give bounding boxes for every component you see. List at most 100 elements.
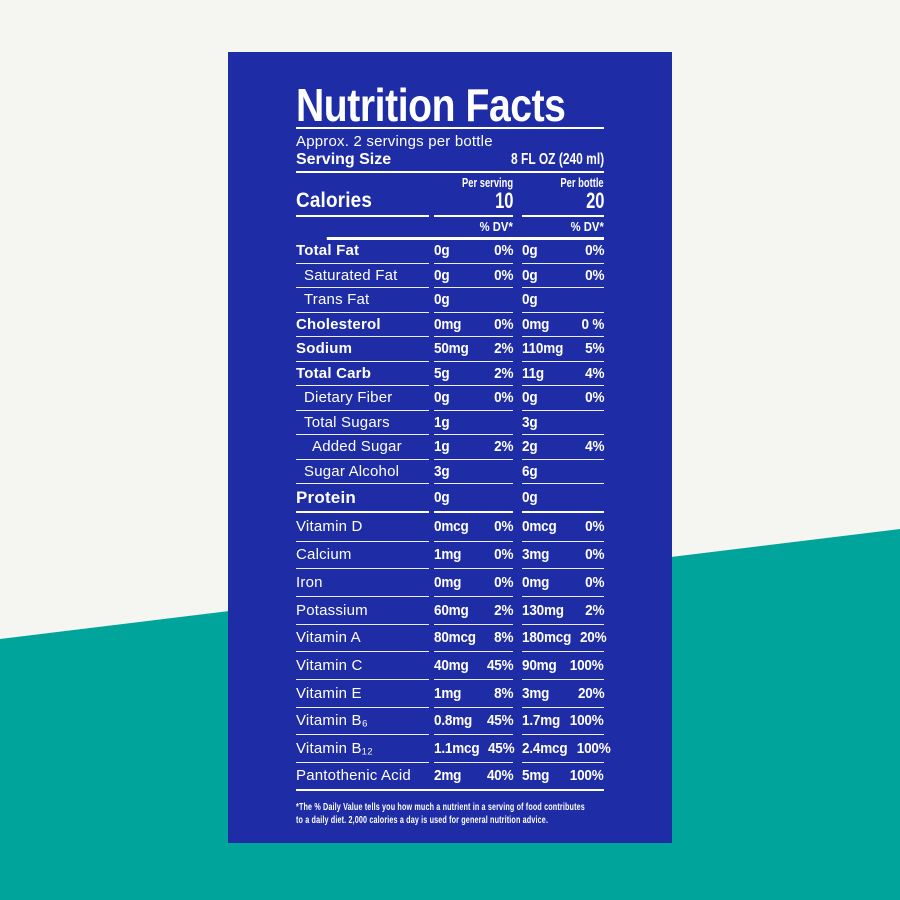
per-bottle-cell: 0g xyxy=(522,288,604,313)
nutrient-label-cell: Vitamin B₆ xyxy=(296,708,429,736)
per-bottle-dv: 0% xyxy=(584,389,604,407)
per-serving-amount: 0mg xyxy=(434,315,462,333)
per-bottle-amount: 3g xyxy=(522,413,538,431)
per-bottle-cell: 3mg 20% xyxy=(522,680,604,708)
per-bottle-amount: 180mcg xyxy=(522,629,572,647)
per-bottle-dv: 0% xyxy=(584,518,604,536)
per-bottle-dv: 20% xyxy=(577,684,605,702)
per-serving-amount: 0g xyxy=(434,291,450,309)
per-serving-cell: 0g 0% xyxy=(434,386,513,411)
per-bottle-amount: 0mcg xyxy=(522,518,557,536)
per-serving-cell: 0g xyxy=(434,288,513,313)
per-serving-amount: 0mg xyxy=(434,574,462,592)
per-serving-amount: 1g xyxy=(434,413,450,431)
nutrient-name: Vitamin E xyxy=(296,684,362,702)
nutrient-name: Total Fat xyxy=(296,242,360,260)
per-serving-cell: 80mcg 8% xyxy=(434,625,513,653)
nutrient-label-cell: Iron xyxy=(296,569,429,597)
nutrient-label-cell: Vitamin D xyxy=(296,513,429,542)
nutrient-name: Vitamin D xyxy=(296,518,363,536)
nutrient-label-cell: Trans Fat xyxy=(296,288,429,313)
per-bottle-cell: 0mcg 0% xyxy=(522,513,604,542)
calories-row: Calories 10 20 xyxy=(296,188,604,213)
per-serving-cell: 1g xyxy=(434,411,513,435)
serving-size-label: Serving Size xyxy=(296,151,392,168)
nutrient-row: Total Sugars 1g 3g xyxy=(296,411,604,435)
calories-per-serving-value: 10 xyxy=(494,188,513,213)
per-serving-dv: 40% xyxy=(486,767,514,785)
per-serving-amount: 80mcg xyxy=(434,629,476,647)
nutrient-row: Sodium 50mg 2% 110mg 5% xyxy=(296,337,604,362)
per-serving-dv: 2% xyxy=(493,340,513,358)
nutrient-label-cell: Sodium xyxy=(296,337,429,362)
per-bottle-amount: 0g xyxy=(522,489,538,506)
per-bottle-column-header: Per bottle xyxy=(560,176,604,190)
per-serving-dv: 0% xyxy=(493,242,513,260)
per-serving-amount: 50mg xyxy=(434,340,469,358)
per-serving-amount: 0.8mg xyxy=(434,712,473,730)
nutrient-name: Vitamin A xyxy=(296,629,361,647)
per-serving-cell: 0mcg 0% xyxy=(434,513,513,542)
per-serving-cell: 1mg 0% xyxy=(434,542,513,570)
nutrient-name: Total Sugars xyxy=(304,413,390,431)
per-bottle-dv: 100% xyxy=(576,740,611,758)
per-serving-cell: 2mg 40% xyxy=(434,763,513,789)
per-bottle-amount: 3mg xyxy=(522,684,550,702)
dv-header-spacer xyxy=(296,221,429,234)
per-bottle-cell: 1.7mg 100% xyxy=(522,708,604,736)
per-serving-cell: 0.8mg 45% xyxy=(434,708,513,736)
per-bottle-dv: 0% xyxy=(584,266,604,284)
servings-per-bottle-note: Approx. 2 servings per bottle xyxy=(296,133,493,150)
per-bottle-cell: 0g xyxy=(522,484,604,513)
per-serving-dv: 2% xyxy=(493,438,513,456)
per-serving-amount: 0mcg xyxy=(434,518,469,536)
nutrient-row: Vitamin C 40mg 45% 90mg 100% xyxy=(296,652,604,680)
per-bottle-dv: 100% xyxy=(570,712,604,730)
nutrient-row: Total Carb 5g 2% 11g 4% xyxy=(296,362,604,386)
nutrient-row: Iron 0mg 0% 0mg 0% xyxy=(296,569,604,597)
per-bottle-cell: 3g xyxy=(522,411,604,435)
per-serving-cell: 60mg 2% xyxy=(434,597,513,625)
per-serving-dv: 8% xyxy=(493,629,513,647)
per-serving-dv: 2% xyxy=(493,601,513,619)
nutrient-name: Saturated Fat xyxy=(304,266,398,284)
daily-value-header-row: % DV* % DV* xyxy=(296,221,604,234)
per-serving-amount: 0g xyxy=(434,389,450,407)
nutrient-label-cell: Dietary Fiber xyxy=(296,386,429,411)
per-bottle-dv: 4% xyxy=(584,364,604,382)
per-serving-amount: 40mg xyxy=(434,657,469,675)
per-serving-cell: 3g xyxy=(434,460,513,484)
per-bottle-amount: 0mg xyxy=(522,315,550,333)
panel-title-text: Nutrition Facts xyxy=(296,79,566,131)
per-serving-cell: 0g 0% xyxy=(434,264,513,288)
nutrient-row: Sugar Alcohol 3g 6g xyxy=(296,460,604,484)
per-bottle-amount: 6g xyxy=(522,462,538,480)
nutrient-label-cell: Total Fat xyxy=(296,239,429,264)
per-serving-dv: 0% xyxy=(493,546,513,564)
nutrient-label-cell: Vitamin A xyxy=(296,625,429,653)
per-bottle-amount: 90mg xyxy=(522,657,557,675)
dv-header-per-bottle: % DV* xyxy=(570,220,604,234)
nutrient-row: Calcium 1mg 0% 3mg 0% xyxy=(296,542,604,570)
per-bottle-cell: 11g 4% xyxy=(522,362,604,386)
nutrient-row: Vitamin D 0mcg 0% 0mcg 0% xyxy=(296,513,604,542)
nutrition-facts-panel: Nutrition Facts Approx. 2 servings per b… xyxy=(228,52,672,843)
per-serving-dv: 0% xyxy=(493,574,513,592)
per-serving-header-cell: Per serving xyxy=(434,177,513,190)
per-bottle-amount: 2g xyxy=(522,438,538,456)
nutrient-label-cell: Sugar Alcohol xyxy=(296,460,429,484)
nutrient-name: Total Carb xyxy=(296,364,372,382)
per-bottle-amount: 11g xyxy=(522,364,544,382)
nutrient-label-cell: Calcium xyxy=(296,542,429,570)
per-bottle-header-cell: Per bottle xyxy=(522,177,604,190)
footnote-line-1: *The % Daily Value tells you how much a … xyxy=(296,802,585,813)
nutrient-label-cell: Cholesterol xyxy=(296,313,429,337)
nutrient-row: Trans Fat 0g 0g xyxy=(296,288,604,313)
nutrient-row: Vitamin E 1mg 8% 3mg 20% xyxy=(296,680,604,708)
per-serving-dv: 45% xyxy=(486,657,514,675)
nutrient-label-cell: Protein xyxy=(296,484,429,513)
per-bottle-cell: 0g 0% xyxy=(522,386,604,411)
nutrient-name: Trans Fat xyxy=(304,291,370,309)
title-divider xyxy=(296,127,604,129)
footnote: *The % Daily Value tells you how much a … xyxy=(296,802,585,827)
